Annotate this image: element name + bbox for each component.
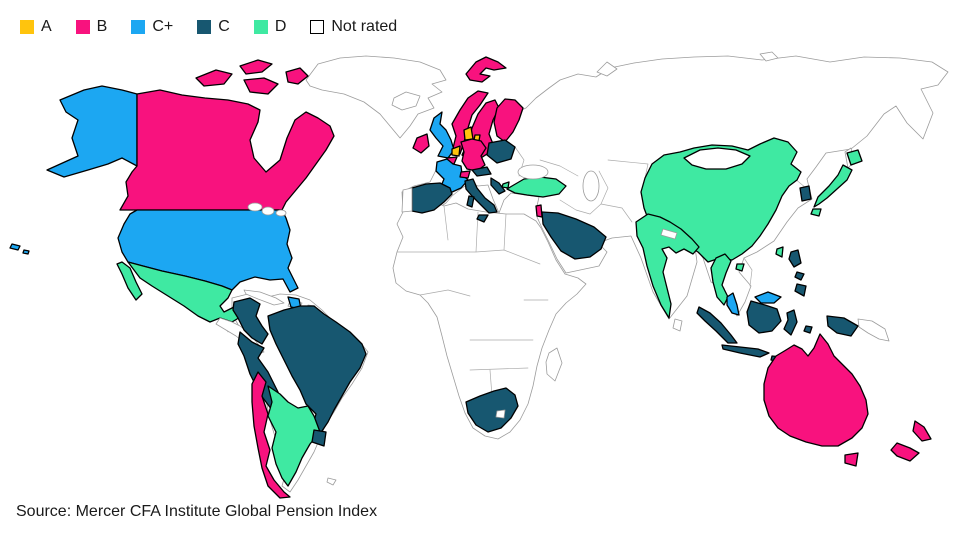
region-south-africa (465, 387, 519, 433)
region-africa-base (392, 197, 587, 440)
legend-item-c-plus: C+ (131, 18, 173, 36)
region-portugal (401, 187, 413, 213)
region-japan (810, 149, 863, 217)
region-israel (535, 204, 543, 218)
region-canada (119, 59, 335, 211)
region-mexico (116, 261, 245, 323)
region-poland (486, 139, 516, 164)
legend-swatch-not-rated-icon (310, 20, 325, 34)
legend-item-b: B (75, 18, 108, 36)
legend-item-c: C (197, 18, 230, 36)
region-philippines (788, 249, 807, 297)
region-hawaii (9, 243, 30, 255)
region-alaska (46, 85, 138, 178)
region-italy (464, 178, 498, 223)
region-netherlands (451, 145, 461, 157)
region-cuba (243, 289, 285, 306)
legend-label-b: B (96, 18, 108, 35)
region-new-siberian-islands (759, 51, 779, 62)
region-malaysia (726, 291, 782, 316)
region-new-zealand (890, 420, 932, 462)
region-madagascar (545, 347, 563, 382)
region-finland (493, 98, 524, 143)
legend-swatch-b-icon (75, 20, 90, 34)
region-falklands (326, 477, 337, 486)
region-uk (429, 111, 455, 159)
region-sri-lanka (672, 318, 683, 332)
legend-swatch-d-icon (253, 20, 268, 34)
region-saudi-arabia (541, 211, 607, 260)
region-spain (411, 182, 453, 214)
legend-item-not-rated: Not rated (310, 18, 397, 36)
region-colombia (232, 297, 269, 345)
legend-label-a: A (41, 18, 52, 35)
legend-swatch-a-icon (20, 20, 34, 34)
region-austria (471, 166, 492, 177)
region-germany (460, 138, 487, 172)
region-india (635, 213, 700, 319)
region-nepal (660, 228, 678, 240)
region-lesotho (495, 409, 506, 419)
region-switzerland (459, 170, 471, 179)
black-sea (517, 164, 549, 180)
region-brazil (267, 305, 367, 435)
region-iceland (391, 91, 421, 111)
legend-swatch-c-icon (197, 20, 212, 34)
region-argentina (267, 385, 321, 487)
legend-swatch-c-plus-icon (131, 20, 146, 34)
region-usa (117, 209, 299, 293)
legend-label-not-rated: Not rated (331, 18, 398, 35)
legend-label-d: D (274, 18, 287, 35)
legend: A B C+ C D Not rated (20, 18, 397, 36)
caspian-sea (582, 170, 600, 202)
region-uruguay (311, 429, 327, 447)
legend-item-a: A (20, 18, 52, 36)
region-taiwan (775, 246, 784, 258)
region-novaya-zemlya (596, 61, 618, 77)
region-ireland (412, 133, 430, 154)
great-lakes (247, 202, 287, 217)
region-croatia (490, 177, 506, 195)
legend-label-c-plus: C+ (152, 18, 174, 35)
legend-label-c: C (218, 18, 230, 35)
region-papua-new-guinea (857, 318, 890, 342)
region-australia (763, 333, 869, 467)
unrated-country-borders (221, 146, 807, 397)
source-attribution: Source: Mercer CFA Institute Global Pens… (16, 503, 378, 520)
legend-item-d: D (253, 18, 287, 36)
region-greenland (305, 55, 447, 139)
region-south-korea (799, 185, 812, 202)
region-mongolia (683, 147, 751, 170)
region-svalbard (465, 56, 507, 83)
region-chile (251, 371, 291, 499)
